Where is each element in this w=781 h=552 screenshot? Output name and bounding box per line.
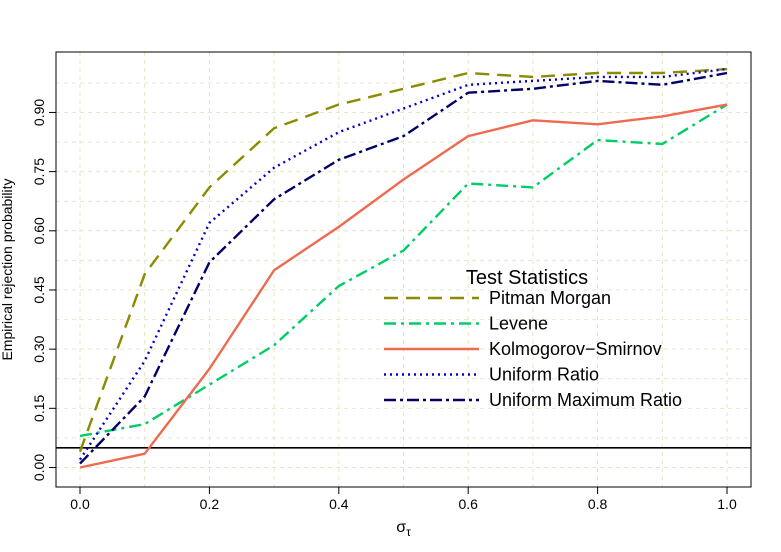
series-layer bbox=[78, 67, 728, 469]
y-tick-label: 0.60 bbox=[31, 217, 47, 244]
x-tick-label: 0.8 bbox=[588, 496, 608, 512]
x-axis-label: στ bbox=[396, 519, 411, 539]
x-tick-label: 0.4 bbox=[329, 496, 349, 512]
x-axis: 0.0 0.2 0.4 0.6 0.8 1.0 bbox=[70, 486, 737, 512]
y-axis-label: Empirical rejection probability bbox=[0, 178, 15, 360]
legend-label-2: Levene bbox=[489, 314, 548, 334]
x-tick-label: 1.0 bbox=[717, 496, 737, 512]
series-line-5 bbox=[79, 71, 728, 465]
y-tick-label: 0.30 bbox=[31, 335, 47, 362]
series-line-3 bbox=[79, 103, 728, 469]
legend-label-5: Uniform Maximum Ratio bbox=[489, 390, 682, 410]
legend-label-4: Uniform Ratio bbox=[489, 365, 599, 385]
series-line-4 bbox=[78, 67, 728, 461]
x-axis-label-subscript: τ bbox=[406, 525, 411, 539]
x-tick-label: 0.6 bbox=[458, 496, 478, 512]
series-line-1 bbox=[78, 67, 728, 453]
x-tick-label: 0.0 bbox=[70, 496, 90, 512]
x-tick-label: 0.2 bbox=[200, 496, 220, 512]
y-axis: 0.00 0.15 0.30 0.45 0.60 0.75 0.90 bbox=[31, 99, 57, 481]
legend-label-3: Kolmogorov−Smirnov bbox=[489, 339, 662, 359]
y-tick-label: 0.45 bbox=[31, 276, 47, 303]
legend-title: Test Statistics bbox=[466, 267, 588, 289]
y-tick-label: 0.15 bbox=[31, 394, 47, 421]
y-tick-label: 0.00 bbox=[31, 454, 47, 481]
x-axis-label-main: σ bbox=[396, 519, 406, 536]
y-tick-label: 0.90 bbox=[31, 99, 47, 126]
series-line-2 bbox=[79, 103, 728, 438]
legend-label-1: Pitman Morgan bbox=[489, 288, 611, 308]
legend: Test Statistics Pitman Morgan Levene Kolmo… bbox=[384, 267, 682, 410]
y-tick-label: 0.75 bbox=[31, 158, 47, 185]
